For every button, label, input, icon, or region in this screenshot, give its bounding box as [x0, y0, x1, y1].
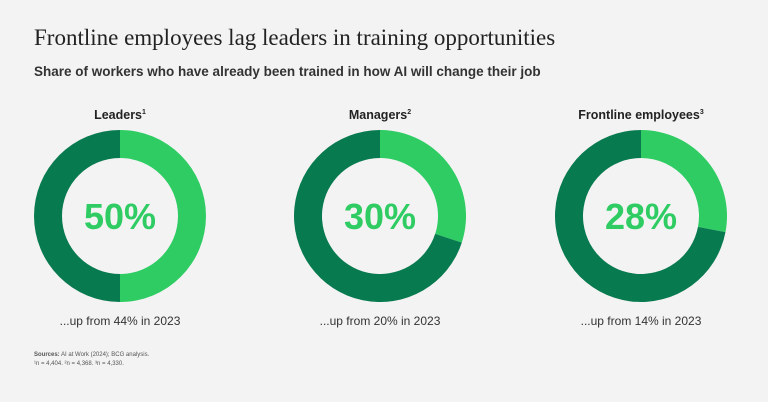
donut-center-value: 50% — [84, 196, 156, 237]
panel-label-footnote: 3 — [699, 109, 704, 116]
panel-note-leaders: ...up from 44% in 2023 — [59, 314, 181, 328]
panel-label-frontline: Frontline employees3 — [541, 104, 741, 122]
sources-label: Sources: — [34, 352, 60, 358]
donut-center-value: 28% — [605, 196, 677, 237]
panel-label-text: Managers — [348, 108, 408, 123]
donut-slice-trained — [641, 130, 727, 233]
sample-size-line: ¹n = 4,404. ²n = 4,368. ³n = 4,330. — [34, 361, 124, 367]
sources-line: Sources: AI at Work (2024); BCG analysis… — [34, 351, 149, 360]
panel-label-footnote: 1 — [142, 109, 146, 116]
donut-panel-leaders: Leaders1 50% ...up from 44% in 2023 — [20, 104, 220, 328]
donut-chart-managers: 30% — [294, 130, 466, 302]
panel-label-footnote: 2 — [407, 109, 412, 116]
chart-subtitle: Share of workers who have already been t… — [34, 64, 541, 79]
donut-chart-frontline: 28% — [555, 130, 727, 302]
donut-slice-trained — [120, 130, 206, 302]
chart-title: Frontline employees lag leaders in train… — [34, 25, 556, 50]
panel-label-leaders: Leaders1 — [20, 104, 220, 122]
donut-slice-not-trained — [34, 130, 120, 302]
panel-label-managers: Managers2 — [280, 104, 480, 122]
panel-note-managers: ...up from 20% in 2023 — [319, 314, 441, 328]
panel-note-frontline: ...up from 14% in 2023 — [580, 314, 702, 328]
donut-chart-leaders: 50% — [34, 130, 206, 302]
donut-panel-frontline: Frontline employees3 28% ...up from 14% … — [541, 104, 741, 328]
panel-label-text: Leaders — [94, 108, 143, 123]
donut-panel-managers: Managers2 30% ...up from 20% in 2023 — [280, 104, 480, 328]
chart-footer: Sources: AI at Work (2024); BCG analysis… — [34, 351, 149, 369]
sources-text: AI at Work (2024); BCG analysis. — [59, 352, 150, 358]
donut-center-value: 30% — [344, 196, 416, 237]
donut-slice-not-trained — [555, 130, 726, 302]
panel-label-text: Frontline employees — [578, 108, 700, 123]
donut-slice-trained — [380, 130, 466, 243]
donut-slice-not-trained — [294, 130, 462, 302]
